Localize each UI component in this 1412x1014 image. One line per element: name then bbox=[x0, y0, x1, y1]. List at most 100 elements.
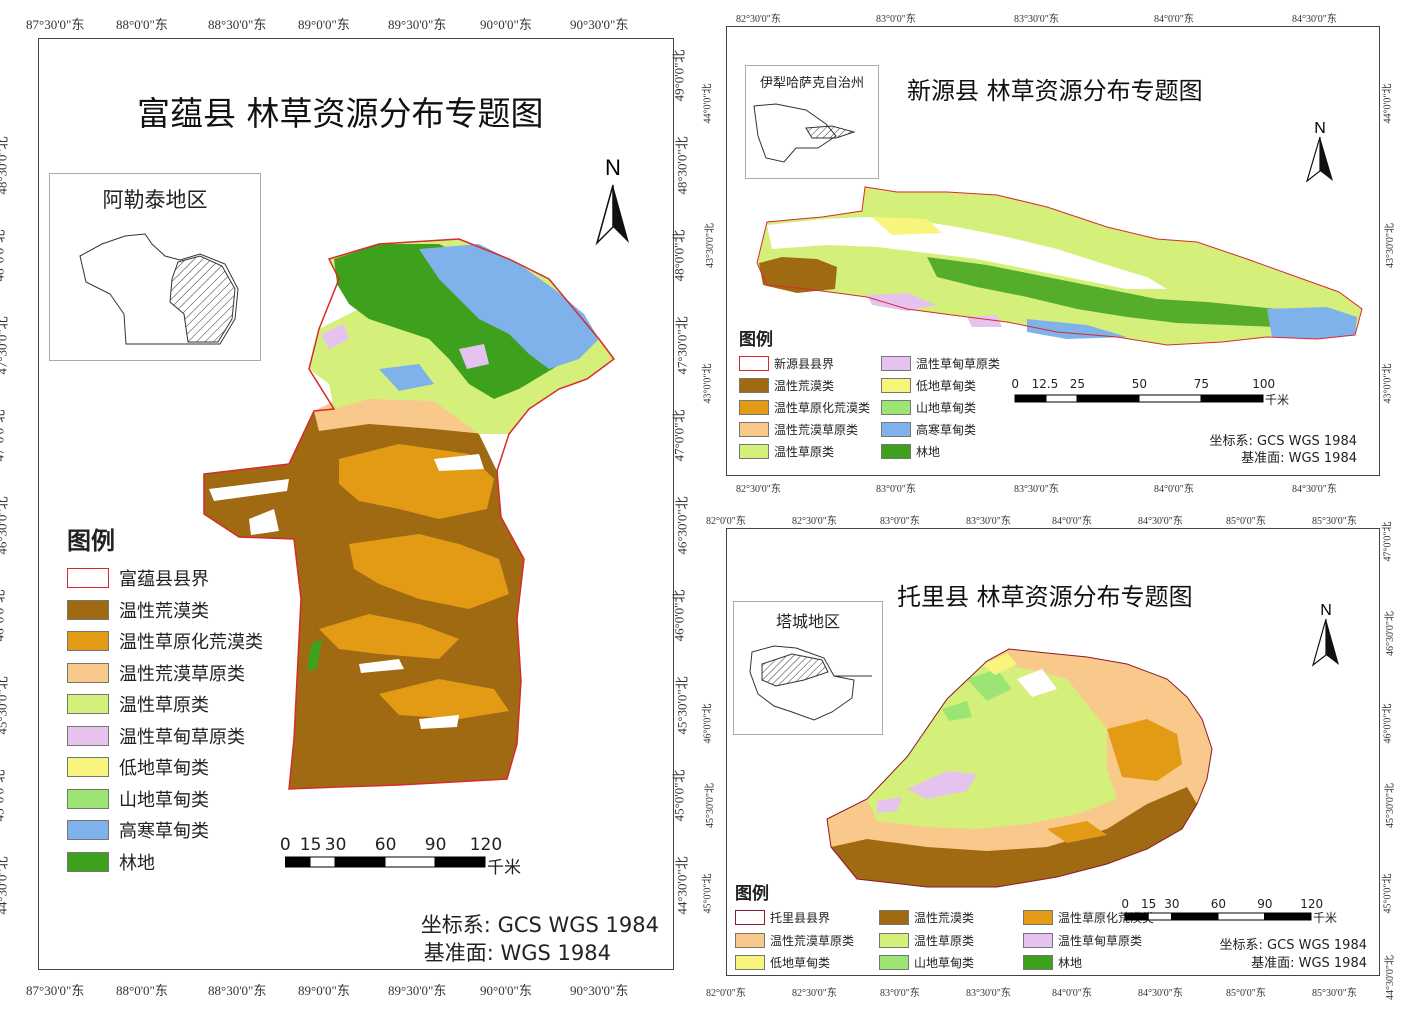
scale-segment bbox=[285, 856, 311, 868]
scale-label: 100 bbox=[1252, 377, 1276, 391]
latitude-tick-label: 45°0'0"北 bbox=[1382, 873, 1394, 914]
xinyuan-map-title: 新源县 林草资源分布专题图 bbox=[907, 77, 1203, 105]
map-panel-fuyun: 富蕴县 林草资源分布专题图 阿勒泰地区 N 图例 富蕴县县界 温性荒漠类 温性草原化… bbox=[38, 38, 674, 970]
longitude-tick-label: 89°30'0"东 bbox=[388, 983, 447, 998]
latitude-tick-label: 48°0'0"北 bbox=[671, 229, 687, 282]
legend-item: 山地草甸类 bbox=[879, 954, 974, 971]
latitude-tick-label: 44°0'0"北 bbox=[702, 83, 714, 124]
scale-label: 0 bbox=[1121, 897, 1130, 911]
latitude-tick-label: 45°30'0"北 bbox=[704, 783, 716, 828]
scale-label: 50 bbox=[1131, 377, 1148, 391]
xinyuan-coordinate-system: 坐标系: GCS WGS 1984 bbox=[1209, 434, 1357, 449]
legend-item: 高寒草甸类 bbox=[881, 421, 976, 438]
legend-label: 林地 bbox=[1058, 956, 1083, 970]
longitude-tick-label: 83°30'0"东 bbox=[1014, 484, 1059, 495]
tuoli-datum: 基准面: WGS 1984 bbox=[1251, 956, 1367, 971]
legend-item: 托里县县界 bbox=[735, 909, 830, 926]
tuoli-lowland-meadow bbox=[983, 653, 1017, 675]
legend-label: 温性草甸草原类 bbox=[119, 726, 245, 748]
legend-item: 温性草甸草原类 bbox=[67, 723, 245, 749]
latitude-tick-label: 45°30'0"北 bbox=[674, 676, 690, 735]
longitude-tick-label: 83°30'0"东 bbox=[966, 516, 1011, 527]
legend-item: 林地 bbox=[67, 849, 155, 875]
latitude-tick-label: 47°0'0"北 bbox=[1382, 521, 1394, 562]
legend-item: 新源县县界 bbox=[739, 355, 834, 372]
longitude-tick-label: 90°30'0"东 bbox=[570, 17, 629, 32]
legend-label: 温性荒漠草原类 bbox=[119, 663, 245, 685]
scale-label: 0 bbox=[279, 835, 291, 855]
latitude-tick-label: 45°0'0"北 bbox=[0, 769, 7, 822]
legend-swatch bbox=[735, 910, 765, 925]
xinyuan-locator-inset: 伊犁哈萨克自治州 bbox=[745, 65, 879, 179]
latitude-tick-label: 44°30'0"北 bbox=[674, 856, 690, 915]
xinyuan-forest-band bbox=[927, 257, 1337, 329]
scale-segment bbox=[1045, 394, 1078, 403]
legend-item: 温性荒漠草原类 bbox=[735, 932, 854, 949]
scale-segment bbox=[1200, 394, 1264, 403]
svg-text:N: N bbox=[1314, 120, 1326, 137]
latitude-tick-label: 44°30'0"北 bbox=[1384, 955, 1396, 1000]
legend-item: 温性荒漠草原类 bbox=[67, 660, 245, 686]
longitude-tick-label: 82°30'0"东 bbox=[792, 516, 837, 527]
longitude-tick-label: 84°0'0"东 bbox=[1154, 484, 1194, 495]
legend-swatch bbox=[879, 910, 909, 925]
scale-unit: 千米 bbox=[1313, 911, 1338, 925]
legend-swatch bbox=[67, 568, 109, 588]
longitude-tick-label: 88°30'0"东 bbox=[208, 983, 267, 998]
scale-segment bbox=[1217, 912, 1265, 921]
latitude-tick-label: 46°30'0"北 bbox=[0, 496, 10, 555]
legend-label: 温性草甸草原类 bbox=[1058, 933, 1143, 948]
longitude-tick-label: 84°30'0"东 bbox=[1292, 14, 1337, 25]
legend-item: 温性草原化荒漠类 bbox=[739, 399, 870, 416]
legend-label: 林地 bbox=[119, 852, 155, 874]
legend-label: 温性草原类 bbox=[774, 445, 835, 459]
scale-segment bbox=[1147, 912, 1172, 921]
legend-item: 温性荒漠类 bbox=[67, 597, 209, 623]
legend-swatch bbox=[67, 788, 109, 809]
longitude-tick-label: 83°0'0"东 bbox=[876, 14, 916, 25]
legend-swatch bbox=[735, 932, 765, 948]
legend-label: 山地草甸类 bbox=[119, 789, 209, 811]
legend-swatch bbox=[67, 851, 109, 872]
xinyuan-datum: 基准面: WGS 1984 bbox=[1241, 451, 1357, 466]
longitude-tick-label: 85°30'0"东 bbox=[1312, 988, 1357, 999]
fuyun-scalebar: 0 15 30 60 90 120 千米 bbox=[280, 835, 525, 878]
latitude-tick-label: 47°0'0"北 bbox=[0, 409, 7, 462]
xinyuan-county-map bbox=[756, 186, 1363, 346]
legend-label: 温性草原化荒漠类 bbox=[119, 632, 263, 653]
fuyun-coordinate-system: 坐标系: GCS WGS 1984 bbox=[420, 913, 659, 937]
legend-item: 温性荒漠草原类 bbox=[739, 421, 858, 438]
xinyuan-unclassified-valley bbox=[767, 217, 1167, 289]
legend-swatch bbox=[739, 422, 769, 437]
legend-swatch bbox=[67, 631, 109, 651]
latitude-tick-label: 49°0'0"北 bbox=[671, 49, 687, 102]
legend-swatch bbox=[67, 694, 109, 714]
legend-item: 山地草甸类 bbox=[881, 399, 976, 416]
latitude-tick-label: 43°30'0"北 bbox=[1384, 223, 1396, 268]
longitude-tick-label: 87°30'0"东 bbox=[26, 17, 85, 32]
legend-item: 温性草甸草原类 bbox=[881, 355, 1000, 372]
legend-item: 低地草甸类 bbox=[881, 377, 976, 394]
legend-swatch bbox=[735, 955, 765, 970]
legend-swatch bbox=[881, 378, 911, 393]
legend-label: 高寒草甸类 bbox=[916, 423, 977, 437]
latitude-tick-label: 45°0'0"北 bbox=[671, 769, 687, 822]
scale-label: 30 bbox=[1164, 897, 1180, 911]
scale-label: 75 bbox=[1193, 377, 1210, 391]
fuyun-steppe-desert-patches bbox=[319, 444, 509, 719]
legend-label: 富蕴县县界 bbox=[119, 569, 209, 590]
latitude-tick-label: 46°0'0"北 bbox=[0, 589, 7, 642]
legend-swatch bbox=[739, 400, 769, 415]
latitude-tick-label: 46°0'0"北 bbox=[671, 589, 687, 642]
longitude-tick-label: 90°0'0"东 bbox=[480, 983, 532, 998]
longitude-tick-label: 84°0'0"东 bbox=[1154, 14, 1194, 25]
scale-segment bbox=[434, 856, 486, 868]
legend-swatch bbox=[739, 444, 769, 459]
legend-item: 富蕴县县界 bbox=[67, 565, 209, 591]
tuoli-coordinate-system: 坐标系: GCS WGS 1984 bbox=[1219, 938, 1367, 953]
legend-label: 温性草原类 bbox=[914, 933, 975, 948]
legend-label: 温性草原类 bbox=[119, 695, 209, 716]
tuoli-inset-label: 塔城地区 bbox=[775, 612, 840, 631]
xinyuan-inset-map bbox=[753, 103, 856, 163]
legend-label: 温性荒漠类 bbox=[914, 911, 975, 925]
